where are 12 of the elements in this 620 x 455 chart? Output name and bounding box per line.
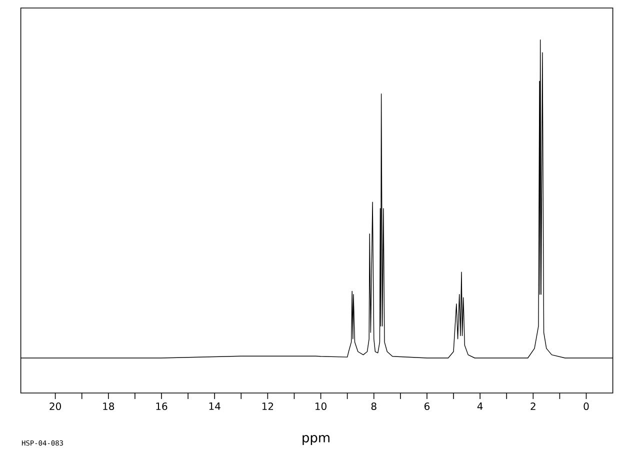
x-tick-label: 16 xyxy=(156,402,168,410)
x-tick-label: 18 xyxy=(103,402,114,410)
x-tick-label: 10 xyxy=(316,402,326,410)
x-tick-label: 0 xyxy=(584,402,589,410)
x-tick-label: 2 xyxy=(530,402,536,410)
x-tick-label: 6 xyxy=(424,402,430,410)
x-tick-label: 20 xyxy=(50,402,61,410)
x-tick-label: 4 xyxy=(477,402,483,410)
x-tick-label: 8 xyxy=(371,402,376,410)
x-tick-label: 14 xyxy=(209,402,220,410)
x-tick-label: 12 xyxy=(262,402,274,410)
x-axis-title: ppm xyxy=(302,435,330,445)
